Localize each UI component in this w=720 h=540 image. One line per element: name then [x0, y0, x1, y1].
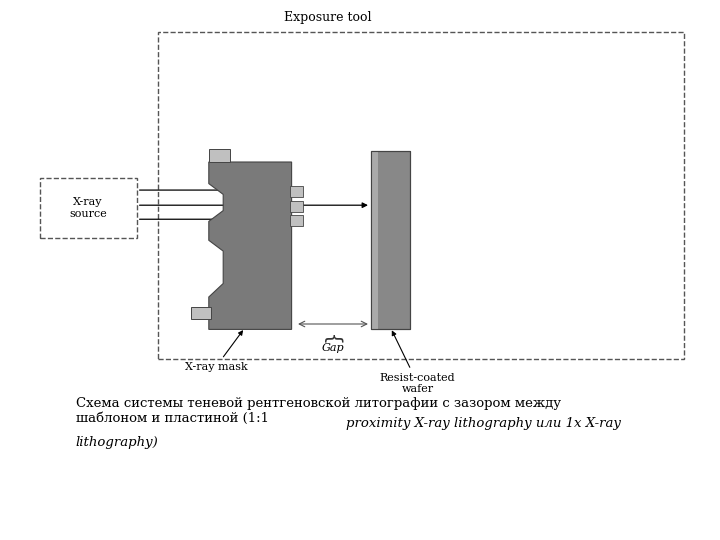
- Bar: [290, 186, 303, 197]
- Bar: [371, 151, 410, 329]
- Text: Gap: Gap: [322, 343, 344, 353]
- Bar: [40, 178, 137, 238]
- Text: Схема системы теневой рентгеновской литографии с зазором между
шаблоном и пласти: Схема системы теневой рентгеновской лито…: [76, 397, 561, 425]
- Bar: [371, 151, 410, 329]
- Text: X-ray
source: X-ray source: [69, 197, 107, 219]
- Text: }: }: [323, 329, 343, 342]
- Text: proximity X-ray lithography или 1x X-ray: proximity X-ray lithography или 1x X-ray: [346, 417, 621, 430]
- Bar: [290, 201, 303, 212]
- Bar: [371, 151, 378, 329]
- Text: Exposure tool: Exposure tool: [284, 11, 372, 24]
- Polygon shape: [209, 162, 292, 329]
- Text: X-ray mask: X-ray mask: [184, 331, 248, 372]
- Bar: [290, 215, 303, 226]
- Bar: [191, 307, 211, 319]
- Text: lithography): lithography): [76, 436, 158, 449]
- Text: Resist-coated
wafer: Resist-coated wafer: [379, 332, 456, 394]
- Bar: [209, 148, 230, 162]
- Bar: [158, 32, 684, 359]
